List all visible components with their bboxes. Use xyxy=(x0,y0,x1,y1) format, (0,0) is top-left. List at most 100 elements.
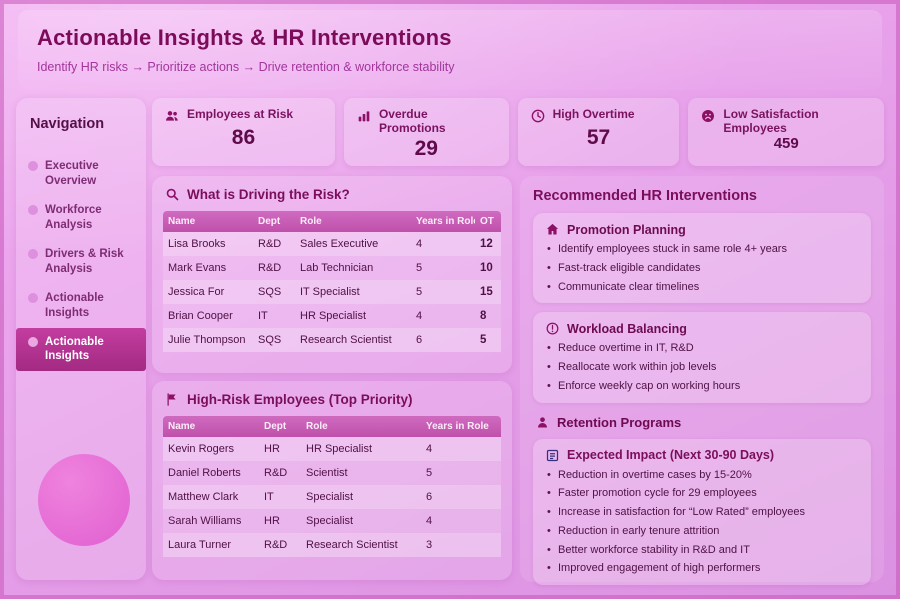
table-cell: SQS xyxy=(253,280,295,304)
table-cell: R&D xyxy=(253,232,295,256)
person-icon xyxy=(535,415,550,430)
bar-chart-icon xyxy=(356,108,372,124)
table-cell: Sales Executive xyxy=(295,232,411,256)
high-risk-employees-panel: High-Risk Employees (Top Priority) Name … xyxy=(152,381,512,580)
sidebar-item-actionable-insights[interactable]: Actionable Insights xyxy=(16,284,146,328)
workload-balancing-list: Reduce overtime in IT, R&D Reallocate wo… xyxy=(545,342,859,393)
list-item: Fast-track eligible candidates xyxy=(545,262,859,276)
promotion-planning-card: Promotion Planning Identify employees st… xyxy=(533,213,871,304)
table-cell: IT xyxy=(253,304,295,328)
list-item: Reduction in early tenure attrition xyxy=(545,525,859,539)
table-cell: 4 xyxy=(411,304,475,328)
table-cell: 12 xyxy=(475,232,501,256)
expected-impact-title-row: Expected Impact (Next 30-90 Days) xyxy=(545,448,859,463)
table-row: Laura Turner R&D Research Scientist 3 xyxy=(163,533,501,557)
workload-balancing-title-row: Workload Balancing xyxy=(545,321,859,336)
table-row: Jessica For SQS IT Specialist 5 15 xyxy=(163,280,501,304)
promotion-planning-list: Identify employees stuck in same role 4+… xyxy=(545,243,859,294)
retention-programs-heading: Retention Programs xyxy=(533,415,871,430)
table-cell: R&D xyxy=(253,256,295,280)
table-cell: Sarah Williams xyxy=(163,509,259,533)
table-cell: IT xyxy=(259,485,301,509)
table-cell: Specialist xyxy=(301,485,421,509)
sidebar-item-actionable-insights-active[interactable]: Actionable Insights xyxy=(16,327,146,372)
list-item: Enforce weekly cap on working hours xyxy=(545,380,859,394)
table-row: Lisa Brooks R&D Sales Executive 4 12 xyxy=(163,232,501,256)
column-header: Role xyxy=(301,416,421,437)
kpi-label: Overdue Promotions xyxy=(378,107,446,136)
list-icon xyxy=(545,448,560,463)
list-item: Reduction in overtime cases by 15-20% xyxy=(545,469,859,483)
table-header-row: Name Dept Role Years in Role OT xyxy=(163,211,501,232)
table-cell: Laura Turner xyxy=(163,533,259,557)
table-cell: Matthew Clark xyxy=(163,485,259,509)
decorative-circle xyxy=(38,454,130,546)
list-item: Identify employees stuck in same role 4+… xyxy=(545,243,859,257)
high-risk-table: Name Dept Role Years in Role Kevin Roger… xyxy=(163,416,501,557)
list-item: Improved engagement of high performers xyxy=(545,562,859,576)
sidebar-item-workforce-analysis[interactable]: Workforce Analysis xyxy=(16,196,146,240)
kpi-label: Employees at Risk xyxy=(187,107,294,121)
bullet-dot-icon xyxy=(28,292,38,303)
card-title: Workload Balancing xyxy=(567,321,687,336)
column-header: OT xyxy=(475,211,501,232)
table-cell: IT Specialist xyxy=(295,280,411,304)
search-icon xyxy=(165,187,180,202)
table-cell: 5 xyxy=(475,328,501,352)
table-cell: HR xyxy=(259,509,301,533)
risk-drivers-panel: What is Driving the Risk? Name Dept Role… xyxy=(152,176,512,373)
bullet-dot-icon xyxy=(28,336,38,347)
sad-face-icon xyxy=(700,108,716,124)
column-header: Name xyxy=(163,211,253,232)
home-icon xyxy=(545,222,560,237)
list-item: Faster promotion cycle for 29 employees xyxy=(545,487,859,501)
list-item: Better workforce stability in R&D and IT xyxy=(545,544,859,558)
people-icon xyxy=(164,108,180,124)
promotion-planning-title-row: Promotion Planning xyxy=(545,222,859,237)
table-cell: Julie Thompson xyxy=(163,328,253,352)
column-header: Name xyxy=(163,416,259,437)
table-cell: 5 xyxy=(421,461,501,485)
sidebar-item-drivers-risk-analysis[interactable]: Drivers & Risk Analysis xyxy=(16,240,146,284)
table-cell: HR Specialist xyxy=(301,437,421,461)
page-title: Actionable Insights & HR Interventions xyxy=(37,25,452,50)
column-header: Years in Role xyxy=(421,416,501,437)
list-item: Communicate clear timelines xyxy=(545,281,859,295)
sidebar-item-executive-overview[interactable]: Executive Overview xyxy=(16,152,146,196)
interventions-panel: Recommended HR Interventions Promotion P… xyxy=(520,176,884,585)
sidebar-title: Navigation xyxy=(30,116,105,132)
flag-icon xyxy=(165,392,180,407)
workload-balancing-card: Workload Balancing Reduce overtime in IT… xyxy=(533,312,871,403)
list-item: Increase in satisfaction for “Low Rated”… xyxy=(545,506,859,520)
table-row: Matthew Clark IT Specialist 6 xyxy=(163,485,501,509)
kpi-row: Employees at Risk 86 Overdue Promotions … xyxy=(152,98,884,166)
column-header: Role xyxy=(295,211,411,232)
table-cell: 4 xyxy=(421,437,501,461)
table-cell: 6 xyxy=(411,328,475,352)
interventions-title: Recommended HR Interventions xyxy=(533,188,757,204)
kpi-value: 459 xyxy=(773,135,799,153)
kpi-high-overtime: High Overtime 57 xyxy=(517,98,680,166)
kpi-employees-at-risk: Employees at Risk 86 xyxy=(152,98,335,166)
table-row: Sarah Williams HR Specialist 4 xyxy=(163,509,501,533)
table-cell: Kevin Rogers xyxy=(163,437,259,461)
table-cell: 5 xyxy=(411,256,475,280)
table-cell: Lab Technician xyxy=(295,256,411,280)
table-cell: 8 xyxy=(475,304,501,328)
expected-impact-list: Reduction in overtime cases by 15-20% Fa… xyxy=(545,469,859,577)
bullet-dot-icon xyxy=(28,161,38,171)
kpi-value: 86 xyxy=(231,126,256,149)
kpi-low-satisfaction: Low Satisfaction Employees 459 xyxy=(688,98,884,166)
sidebar-item-label: Actionable Insights xyxy=(45,291,104,319)
table-header-row: Name Dept Role Years in Role xyxy=(163,416,501,437)
panel-title: What is Driving the Risk? xyxy=(187,187,350,202)
kpi-value: 57 xyxy=(586,126,611,149)
page-subtitle: Identify HR risks → Prioritize actions →… xyxy=(37,60,455,74)
table-cell: R&D xyxy=(259,461,301,485)
kpi-overdue-promotions: Overdue Promotions 29 xyxy=(343,98,509,166)
sidebar-item-label: Executive Overview xyxy=(45,160,99,187)
expected-impact-card: Expected Impact (Next 30-90 Days) Reduct… xyxy=(533,438,871,585)
bullet-dot-icon xyxy=(28,248,38,259)
panel-title: High-Risk Employees (Top Priority) xyxy=(187,392,413,407)
